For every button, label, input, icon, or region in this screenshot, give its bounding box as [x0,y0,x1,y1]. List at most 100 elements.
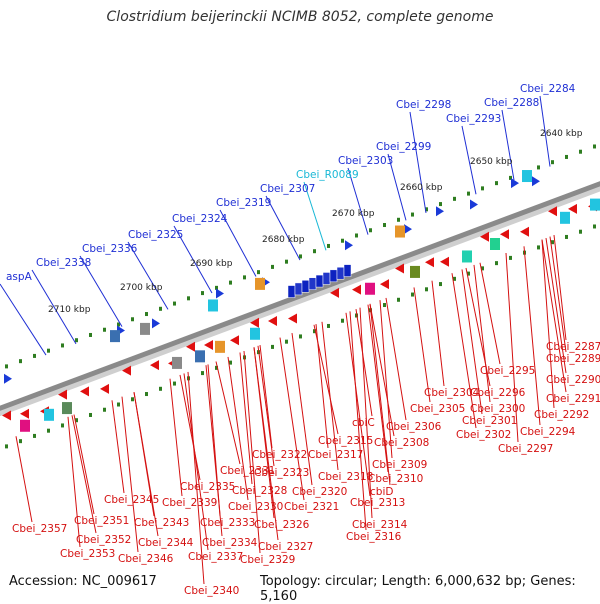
forward-leader-line [539,95,551,167]
scale-dot [299,334,302,339]
reverse-leader-line [385,297,407,421]
forward-leader-line [461,125,477,195]
forward-leader-line [79,255,123,327]
scale-dot [509,255,512,260]
reverse-gene-label: Cbei_2300 [470,403,525,415]
forward-cds-mark [532,176,540,187]
scale-dot [201,371,204,376]
scale-dot [327,323,330,328]
forward-cds-mark [436,206,444,217]
scale-dot [285,259,288,264]
scale-dot [215,365,218,370]
reverse-gene-label: Cbei_2321 [284,501,339,513]
reverse-leader-line [239,352,253,485]
scale-dot [593,224,596,229]
scale-dot [19,439,22,444]
reverse-cds-mark [186,341,195,352]
forward-leader-line [127,241,169,310]
reverse-gene-label: Cbei_2322 [252,449,307,461]
forward-gene-label: Cbei_2307 [260,183,315,195]
reverse-leader-line [349,311,367,531]
scale-dot [75,338,78,343]
scale-dot [551,160,554,165]
reverse-gene-label: Cbei_2308 [374,437,429,449]
forward-gene-label: Cbei_2336 [82,243,138,255]
scale-dot [355,233,358,238]
scale-dot [481,266,484,271]
reverse-leader-line [345,312,371,497]
reverse-gene-label: Cbei_2316 [346,531,402,543]
reverse-gene-label: Cbei_2306 [386,421,442,433]
reverse-leader-line [553,235,567,341]
scale-dot [5,364,8,369]
reverse-gene-label: Cbei_2343 [134,517,189,529]
reverse-cds-mark [230,335,239,346]
reverse-cds-mark [500,229,509,240]
gene-labels: Cbei_2284 Cbei_2288 Cbei_2293 Cbei_2298 Cbei… [6,83,600,597]
reverse-leader-line [379,300,393,459]
forward-leader-line [31,269,77,345]
scale-dot [243,275,246,280]
scale-dot [453,276,456,281]
reverse-leader-line [291,332,313,486]
reverse-gene-label: Cbei_2302 [456,429,511,441]
scale-dot [495,261,498,266]
scale-dot [47,348,50,353]
scale-dot [411,292,414,297]
reverse-leader-line [15,436,33,523]
reverse-gene-label: Cbei_2315 [318,435,373,447]
reverse-gene-label: Cbei_2339 [162,497,217,509]
scale-dot [5,444,8,449]
reverse-gene-label: Cbei_2297 [498,443,553,455]
misc-feature-box [140,322,150,335]
reverse-cds-mark [150,360,159,371]
scale-dot [467,191,470,196]
reverse-gene-label: Cbei_2317 [308,449,363,461]
reverse-cds-mark [250,317,259,328]
misc-feature-box [255,277,265,290]
forward-gene-label: aspA [6,271,33,283]
reverse-gene-label: Cbei_2309 [372,459,427,471]
scale-dot [467,271,470,276]
forward-cds-mark [404,224,412,235]
reverse-gene-label: Cbei_2353 [60,548,115,560]
scale-dot [117,322,120,327]
scale-dot [397,217,400,222]
reverse-cds-mark [268,316,277,327]
kbp-scale-label: 2690 kbp [190,259,233,269]
misc-feature-box [250,327,260,340]
forward-cds-block [301,280,310,293]
misc-feature-box [395,225,405,238]
backbone-shadow [0,181,600,417]
reverse-leader-line [413,287,431,403]
reverse-leader-line [243,350,261,554]
scale-dot [201,291,204,296]
forward-leader-line [347,167,369,235]
reverse-gene-label: Cbei_2310 [368,473,423,485]
forward-leader-line [409,111,427,214]
scale-dot [215,285,218,290]
scale-dot [89,332,92,337]
reverse-gene-label: Cbei_2337 [188,551,243,563]
reverse-cds-mark [58,389,67,400]
scale-dot [33,353,36,358]
reverse-gene-label: Cbei_2345 [104,494,159,506]
forward-cds-block [308,277,317,290]
reverse-leader-line [369,303,391,486]
reverse-gene-label: Cbei_2295 [480,365,535,377]
scale-dot [187,296,190,301]
reverse-gene-label: Cbei_2352 [76,534,131,546]
gene-features [2,170,600,432]
reverse-cds-mark [80,386,89,397]
forward-cds-mark [470,199,478,210]
reverse-leader-line [431,280,445,387]
reverse-leader-line [321,321,339,471]
reverse-leader-line [505,252,519,443]
misc-feature-box [44,408,54,421]
reverse-cds-mark [395,263,404,274]
scale-dot [509,175,512,180]
reverse-gene-label: Cbei_2313 [350,497,405,509]
reverse-gene-label: Cbei_2326 [254,519,310,531]
reverse-gene-label: Cbei_2329 [240,554,295,566]
